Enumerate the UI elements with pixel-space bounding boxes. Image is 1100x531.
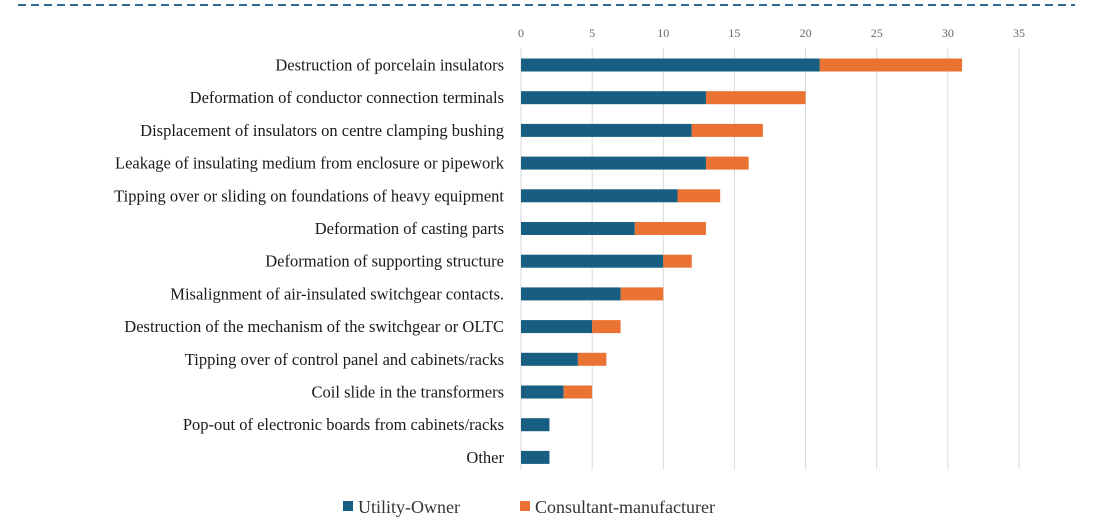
legend-swatch [343, 501, 353, 511]
bar-utility-owner [521, 385, 564, 399]
bar-utility-owner [521, 123, 692, 137]
category-label: Destruction of porcelain insulators [275, 56, 504, 75]
bar-utility-owner [521, 254, 664, 268]
bar-utility-owner [521, 287, 621, 301]
bar-consultant-manufacturer [705, 91, 806, 105]
category-label: Coil slide in the transformers [312, 383, 504, 402]
legend-swatch [520, 501, 530, 511]
category-labels: Destruction of porcelain insulators Defor… [114, 56, 505, 467]
category-label: Other [466, 448, 504, 467]
bar-consultant-manufacturer [677, 189, 721, 203]
bar-utility-owner [521, 58, 820, 72]
bars [521, 58, 963, 464]
x-tick-label: 20 [800, 26, 812, 40]
bar-utility-owner [521, 91, 706, 105]
bar-consultant-manufacturer [663, 254, 692, 268]
bar-utility-owner [521, 189, 678, 203]
category-label: Tipping over of control panel and cabine… [185, 350, 504, 369]
x-tick-label: 0 [518, 26, 524, 40]
category-label: Deformation of supporting structure [265, 252, 504, 271]
x-tick-label: 5 [589, 26, 595, 40]
x-tick-label: 10 [657, 26, 669, 40]
legend: Utility-Owner Consultant-manufacturer [343, 497, 715, 517]
bar-consultant-manufacturer [577, 352, 607, 366]
bar-utility-owner [521, 320, 593, 334]
category-label: Deformation of conductor connection term… [190, 88, 504, 107]
x-tick-label: 30 [942, 26, 954, 40]
category-label: Pop-out of electronic boards from cabine… [183, 415, 504, 434]
gridlines [520, 48, 1020, 470]
x-axis-ticks: 0 5 10 15 20 25 30 35 [518, 26, 1025, 40]
category-label: Leakage of insulating medium from enclos… [115, 154, 505, 173]
bar-consultant-manufacturer [592, 320, 621, 334]
bar-consultant-manufacturer [634, 222, 706, 235]
legend-label: Utility-Owner [358, 497, 460, 517]
bar-consultant-manufacturer [819, 58, 963, 72]
bar-consultant-manufacturer [705, 156, 749, 170]
x-tick-label: 35 [1013, 26, 1025, 40]
bar-consultant-manufacturer [691, 123, 763, 137]
category-label: Misalignment of air-insulated switchgear… [170, 284, 504, 303]
bar-utility-owner [521, 222, 635, 235]
bar-consultant-manufacturer [563, 385, 593, 399]
bar-utility-owner [521, 352, 578, 366]
category-label: Destruction of the mechanism of the swit… [124, 317, 504, 336]
bar-utility-owner [521, 450, 550, 464]
bar-utility-owner [521, 156, 706, 170]
bar-consultant-manufacturer [620, 287, 664, 301]
bar-utility-owner [521, 418, 550, 432]
category-label: Displacement of insulators on centre cla… [140, 121, 504, 140]
legend-label: Consultant-manufacturer [535, 497, 715, 517]
x-tick-label: 25 [871, 26, 883, 40]
category-label: Tipping over or sliding on foundations o… [114, 186, 504, 205]
x-tick-label: 15 [728, 26, 740, 40]
category-label: Deformation of casting parts [315, 219, 504, 238]
